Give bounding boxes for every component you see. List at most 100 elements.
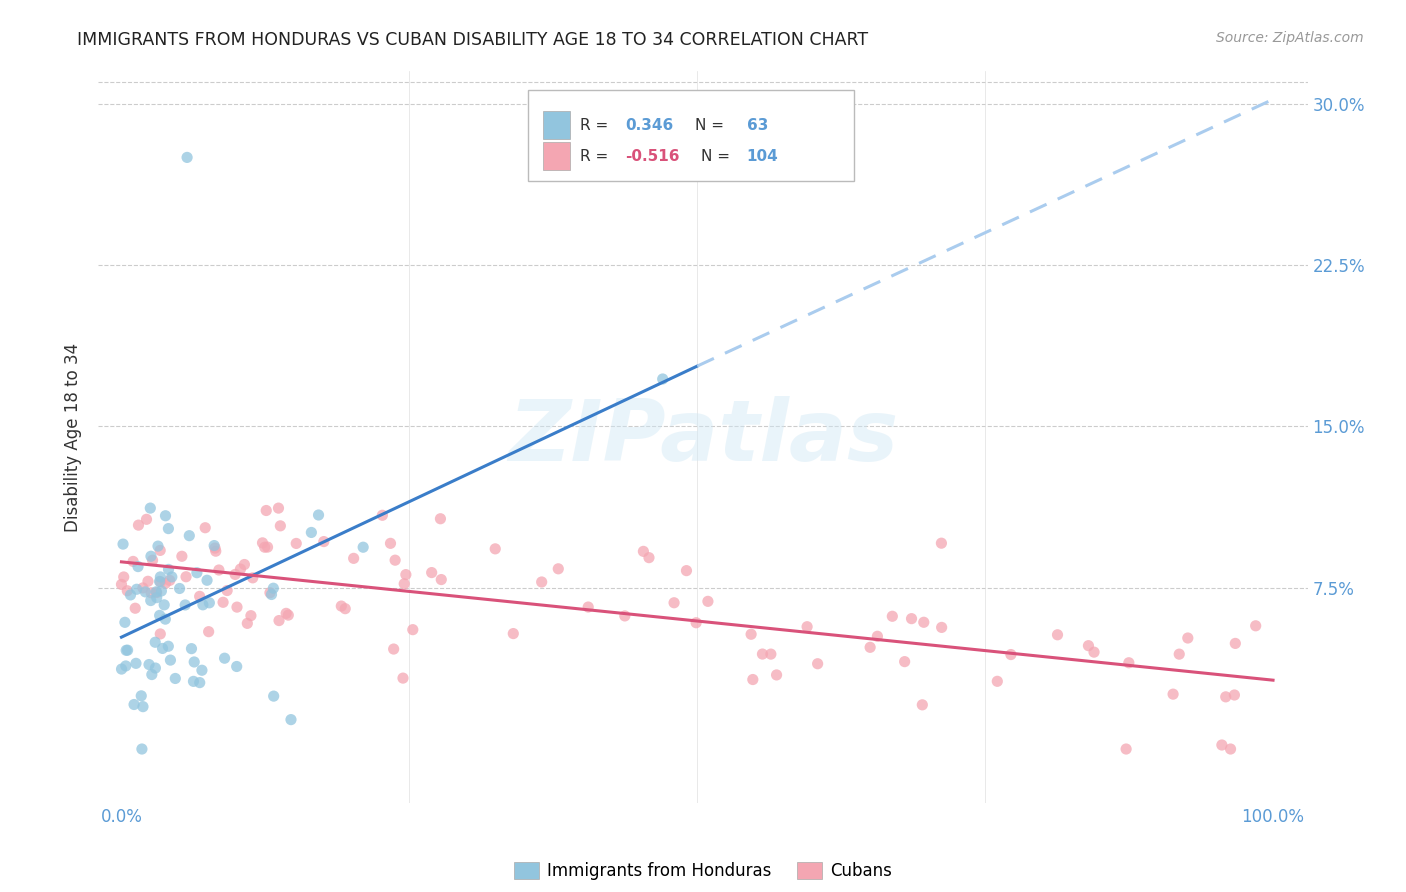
Point (112, 537, 135, 551)
Point (139, 593, 162, 607)
Point (125, 582, 148, 597)
Point (1000, 648, 1022, 662)
Point (146, 539, 169, 553)
Point (129, 689, 152, 703)
Point (866, 629, 889, 643)
Point (217, 583, 239, 598)
Point (343, 551, 366, 566)
Point (159, 653, 181, 667)
Point (152, 641, 174, 656)
Point (124, 601, 146, 615)
Point (188, 675, 211, 690)
Point (262, 581, 284, 595)
Point (117, 643, 139, 657)
Point (127, 559, 149, 574)
Point (1077, 639, 1099, 653)
Point (280, 713, 302, 727)
Point (136, 574, 159, 589)
Point (1223, 688, 1246, 702)
Point (208, 563, 231, 577)
Point (191, 598, 214, 612)
Point (110, 662, 132, 676)
Point (155, 612, 177, 626)
Point (131, 742, 153, 756)
Point (225, 659, 247, 673)
Text: 104: 104 (747, 149, 779, 164)
Point (259, 585, 281, 599)
Y-axis label: Disability Age 18 to 34: Disability Age 18 to 34 (65, 343, 83, 532)
Point (224, 567, 246, 582)
Point (1046, 628, 1069, 642)
Point (155, 576, 177, 591)
Point (1161, 687, 1184, 701)
Point (191, 663, 214, 677)
Point (308, 508, 330, 522)
Point (141, 667, 163, 681)
Point (740, 627, 762, 641)
Point (260, 587, 283, 601)
Point (148, 574, 170, 589)
Point (371, 508, 394, 523)
Text: 0.346: 0.346 (626, 118, 673, 133)
Point (197, 624, 219, 639)
Point (267, 614, 290, 628)
Point (180, 641, 202, 656)
Point (155, 508, 177, 523)
Point (165, 672, 187, 686)
Text: R =: R = (579, 149, 613, 164)
Point (125, 657, 148, 671)
Point (112, 570, 135, 584)
Point (188, 590, 211, 604)
Point (132, 699, 155, 714)
Point (395, 567, 418, 582)
Legend: Immigrants from Honduras, Cubans: Immigrants from Honduras, Cubans (508, 855, 898, 887)
Point (214, 651, 236, 665)
Point (662, 596, 685, 610)
Point (912, 615, 935, 630)
Point (576, 600, 599, 615)
Point (269, 519, 291, 533)
Point (1168, 647, 1191, 661)
Point (267, 501, 290, 516)
Point (1211, 738, 1233, 752)
Text: 63: 63 (747, 118, 768, 133)
Point (1225, 636, 1247, 650)
Point (1115, 742, 1137, 756)
Point (174, 570, 197, 584)
Point (335, 601, 357, 615)
FancyBboxPatch shape (543, 143, 569, 170)
Point (651, 372, 673, 386)
Point (153, 598, 176, 612)
Point (900, 612, 922, 626)
Text: R =: R = (579, 118, 613, 133)
Point (150, 584, 173, 599)
Point (299, 525, 322, 540)
Point (159, 574, 181, 588)
Point (1177, 631, 1199, 645)
Point (242, 571, 264, 585)
Point (233, 558, 256, 572)
Point (859, 640, 882, 655)
Point (638, 550, 661, 565)
Point (502, 626, 524, 640)
Point (911, 698, 934, 712)
Point (256, 540, 278, 554)
Point (1118, 656, 1140, 670)
Point (429, 512, 451, 526)
FancyBboxPatch shape (543, 112, 569, 139)
Point (179, 529, 201, 543)
Point (157, 522, 180, 536)
Point (352, 540, 374, 554)
Point (157, 640, 180, 654)
Point (696, 594, 718, 608)
Point (1219, 742, 1241, 756)
Point (239, 608, 262, 623)
Point (547, 562, 569, 576)
Point (195, 574, 218, 588)
Point (183, 674, 205, 689)
Point (145, 585, 167, 599)
Point (392, 671, 415, 685)
Point (120, 588, 142, 602)
Point (127, 518, 149, 533)
Point (142, 553, 165, 567)
